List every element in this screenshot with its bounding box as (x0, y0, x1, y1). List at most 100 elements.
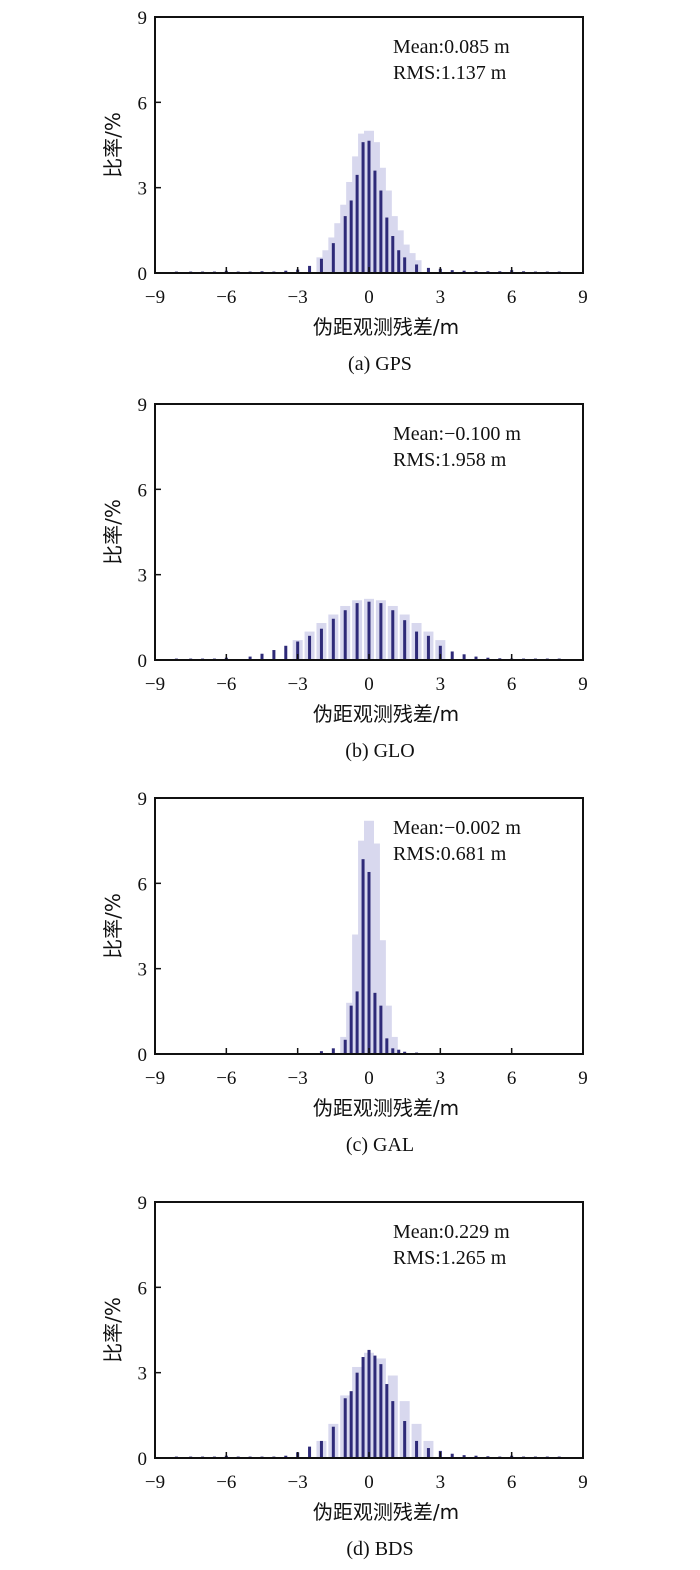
histogram-bar (319, 628, 323, 660)
histogram-bar (361, 1357, 365, 1458)
x-tick-label: 0 (364, 1068, 374, 1089)
histogram-bar-background (322, 250, 333, 273)
mean-stat: Mean:−0.002 m (393, 817, 521, 839)
histogram-bar (349, 200, 353, 273)
x-tick-label: 0 (364, 287, 374, 308)
x-tick-label: 9 (578, 674, 588, 695)
histogram-bar (343, 1398, 347, 1458)
y-tick-label: 3 (138, 1364, 148, 1385)
histogram-bar (319, 1051, 323, 1054)
histogram-bar (355, 174, 359, 273)
histogram-bar (284, 270, 288, 273)
histogram-bar (379, 603, 383, 660)
y-tick-label: 6 (138, 874, 148, 895)
histogram-bar (308, 265, 312, 273)
x-tick-label: 9 (578, 1472, 588, 1493)
panel-caption: (d) BDS (346, 1538, 413, 1560)
x-tick-label: −9 (145, 1068, 165, 1089)
histogram-bar (355, 991, 359, 1054)
histogram-bar-background (369, 843, 380, 1054)
histogram-bar (379, 190, 383, 273)
histogram-bar (379, 1005, 383, 1054)
y-tick-label: 9 (138, 395, 148, 416)
x-tick-label: 6 (507, 674, 517, 695)
histogram-bar (450, 1453, 454, 1458)
y-tick-label: 0 (138, 264, 148, 285)
histogram-bar-background (375, 940, 386, 1054)
mean-stat: Mean:−0.100 m (393, 423, 521, 445)
histogram-bar-background (381, 1005, 392, 1054)
x-tick-label: −3 (288, 1472, 308, 1493)
histogram-bar (260, 653, 264, 660)
x-axis-label: 伪距观测残差/m (313, 315, 459, 339)
x-tick-label: 3 (436, 287, 446, 308)
histogram-bar (462, 1455, 466, 1458)
histogram-bar (415, 631, 419, 660)
rms-stat: RMS:1.137 m (393, 62, 507, 84)
rms-stat: RMS:0.681 m (393, 843, 507, 865)
histogram-bar (367, 140, 371, 273)
histogram-bar (331, 1048, 335, 1054)
histogram-bar (403, 257, 407, 273)
histogram-bar (474, 1455, 478, 1458)
x-tick-label: 9 (578, 287, 588, 308)
histogram-bar (331, 243, 335, 273)
x-tick-label: 3 (436, 1068, 446, 1089)
x-tick-label: −6 (216, 287, 236, 308)
histogram-bar (403, 1421, 407, 1458)
histogram-bar (415, 1440, 419, 1458)
x-tick-label: 6 (507, 1472, 517, 1493)
x-axis-label: 伪距观测残差/m (313, 702, 459, 726)
histogram-bar (450, 651, 454, 660)
x-tick-label: 3 (436, 674, 446, 695)
rms-stat: RMS:1.265 m (393, 1247, 507, 1269)
histogram-bar (319, 1440, 323, 1458)
histogram-bar (355, 1372, 359, 1458)
histogram-bar-background (334, 223, 345, 273)
histogram-bar (391, 236, 395, 273)
x-axis-label: 伪距观测残差/m (313, 1500, 459, 1524)
histogram-bar (462, 270, 466, 273)
histogram-bar (379, 1364, 383, 1458)
histogram-bar-background (405, 253, 416, 273)
histogram-bar (397, 250, 401, 273)
mean-stat: Mean:0.229 m (393, 1221, 510, 1243)
histogram-bar (385, 1038, 389, 1054)
panel-caption: (b) GLO (345, 740, 414, 762)
histogram-bar (403, 620, 407, 660)
histogram-bar (331, 1426, 335, 1458)
histogram-bar (391, 610, 395, 660)
y-tick-label: 0 (138, 1045, 148, 1066)
x-tick-label: −9 (145, 674, 165, 695)
histogram-bar (349, 1005, 353, 1054)
x-axis-label: 伪距观测残差/m (313, 1096, 459, 1120)
x-tick-label: 0 (364, 674, 374, 695)
y-tick-label: 6 (138, 93, 148, 114)
chart-panel: −9 −6 −3 0 3 6 9 0 3 6 9 Mean:−0.100 m RMS:1.958 m 比率… (101, 395, 588, 762)
x-tick-label: −3 (288, 1068, 308, 1089)
histogram-bar (248, 656, 252, 660)
histogram-bar (426, 267, 430, 273)
histogram-bar (349, 1391, 353, 1458)
histogram-bar (385, 1384, 389, 1458)
histogram-bar (474, 656, 478, 660)
histogram-bar (403, 1051, 407, 1054)
x-tick-label: 9 (578, 1068, 588, 1089)
histogram-bar (361, 142, 365, 273)
y-tick-label: 0 (138, 651, 148, 672)
histogram-bar (284, 1455, 288, 1458)
x-tick-label: −3 (288, 287, 308, 308)
x-tick-label: −3 (288, 674, 308, 695)
y-tick-label: 9 (138, 8, 148, 29)
histogram-bar (373, 992, 377, 1054)
x-tick-label: 6 (507, 287, 517, 308)
histogram-bar (486, 657, 490, 660)
chart-panel: −9 −6 −3 0 3 6 9 0 3 6 9 Mean:0.085 m RMS:1.137 m 比率/… (101, 8, 588, 375)
histogram-bar (296, 641, 300, 660)
histogram-bar-background (387, 1036, 398, 1054)
y-tick-label: 9 (138, 1193, 148, 1214)
histogram-bar (319, 258, 323, 273)
y-tick-label: 3 (138, 566, 148, 587)
x-tick-label: −6 (216, 1068, 236, 1089)
histogram-bar (355, 603, 359, 660)
